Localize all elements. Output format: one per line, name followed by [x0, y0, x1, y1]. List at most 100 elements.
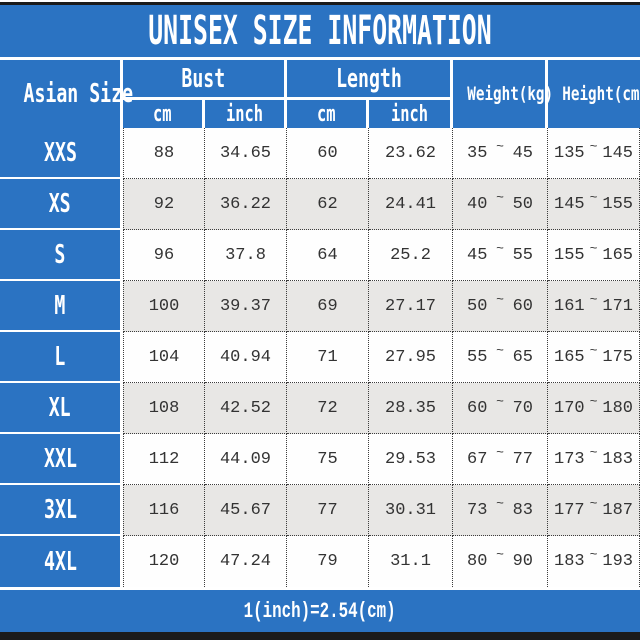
header-length: Length [287, 60, 454, 100]
range-tilde: ~ [589, 291, 598, 307]
range-tilde: ~ [496, 393, 504, 409]
size-row-4xl: 4XL 120 47.24 79 31.1 80 ~90 183 ~193 [0, 536, 640, 587]
length-inch-cell: 27.17 [369, 281, 454, 332]
range-tilde: ~ [496, 495, 504, 511]
size-row-xxl: XXL 112 44.09 75 29.53 67 ~77 173 ~183 [0, 434, 640, 485]
bust-cm-cell: 100 [123, 281, 205, 332]
height-range-cell: 155 ~165 [548, 230, 640, 281]
table-footer-gap [0, 587, 640, 590]
header-asian-size: Asian Size [0, 60, 133, 128]
size-row-l: L 104 40.94 71 27.95 55 ~65 165 ~175 [0, 332, 640, 383]
bust-cm-cell: 116 [123, 485, 205, 536]
header-weight: Weight(kg) [453, 60, 553, 128]
weight-range-cell: 80 ~90 [453, 536, 549, 587]
bust-inch-cell: 47.24 [205, 536, 287, 587]
size-label-cell: XL [0, 383, 123, 434]
top-black-bar [0, 2, 640, 5]
length-inch-cell: 27.95 [369, 332, 454, 383]
length-cm-cell: 77 [287, 485, 369, 536]
page-title: UNISEX SIZE INFORMATION [148, 8, 492, 54]
range-tilde: ~ [589, 189, 598, 205]
range-tilde: ~ [589, 240, 598, 256]
size-row-3xl: 3XL 116 45.67 77 30.31 73 ~83 177 ~187 [0, 485, 640, 536]
header-row-groups: Asian Size Bust Length Weight(kg) Height… [0, 60, 640, 128]
size-label-cell: L [0, 332, 123, 383]
length-inch-cell: 25.2 [369, 230, 454, 281]
subheader-length-cm: cm [287, 100, 369, 128]
range-tilde: ~ [589, 444, 598, 460]
length-cm-cell: 64 [287, 230, 369, 281]
bust-inch-cell: 34.65 [205, 128, 287, 179]
subheader-bust-cm: cm [123, 100, 205, 128]
bust-inch-cell: 42.52 [205, 383, 287, 434]
range-tilde: ~ [589, 138, 598, 154]
weight-range-cell: 50 ~60 [453, 281, 549, 332]
range-tilde: ~ [496, 240, 504, 256]
size-row-xxs: XXS 88 34.65 60 23.62 35 ~45 135 ~145 [0, 128, 640, 179]
bust-inch-cell: 40.94 [205, 332, 287, 383]
size-label-cell: 3XL [0, 485, 123, 536]
height-range-cell: 165 ~175 [548, 332, 640, 383]
height-range-cell: 161 ~171 [548, 281, 640, 332]
header-row-units: cm inch cm inch [0, 100, 640, 128]
length-inch-cell: 24.41 [369, 179, 454, 230]
size-label-cell: S [0, 230, 123, 281]
size-label-cell: 4XL [0, 536, 123, 587]
header-bust: Bust [123, 60, 287, 100]
range-tilde: ~ [589, 393, 598, 409]
range-tilde: ~ [496, 444, 504, 460]
size-label-cell: XXL [0, 434, 123, 485]
range-tilde: ~ [589, 495, 598, 511]
length-inch-cell: 28.35 [369, 383, 454, 434]
height-range-cell: 135 ~145 [548, 128, 640, 179]
header-height: Height(cm) [548, 60, 640, 128]
size-table: Asian Size Bust Length Weight(kg) Height… [0, 60, 640, 587]
length-cm-cell: 75 [287, 434, 369, 485]
size-label-cell: M [0, 281, 123, 332]
height-range-cell: 170 ~180 [548, 383, 640, 434]
range-tilde: ~ [496, 547, 504, 562]
title-band: UNISEX SIZE INFORMATION [0, 5, 640, 57]
bust-cm-cell: 112 [123, 434, 205, 485]
weight-range-cell: 60 ~70 [453, 383, 549, 434]
length-inch-cell: 23.62 [369, 128, 454, 179]
length-inch-cell: 30.31 [369, 485, 454, 536]
bust-inch-cell: 39.37 [205, 281, 287, 332]
subheader-bust-inch: inch [205, 100, 287, 128]
bust-inch-cell: 45.67 [205, 485, 287, 536]
height-range-cell: 183 ~193 [548, 536, 640, 587]
length-cm-cell: 71 [287, 332, 369, 383]
bust-cm-cell: 96 [123, 230, 205, 281]
bust-inch-cell: 44.09 [205, 434, 287, 485]
conversion-note: 1(inch)=2.54(cm) [243, 598, 397, 624]
weight-range-cell: 35 ~45 [453, 128, 549, 179]
title-table-gap [0, 57, 640, 60]
weight-range-cell: 45 ~55 [453, 230, 549, 281]
size-row-s: S 96 37.8 64 25.2 45 ~55 155 ~165 [0, 230, 640, 281]
range-tilde: ~ [496, 189, 504, 205]
bust-cm-cell: 92 [123, 179, 205, 230]
bust-cm-cell: 120 [123, 536, 205, 587]
bottom-black-bar [0, 632, 640, 640]
size-row-m: M 100 39.37 69 27.17 50 ~60 161 ~171 [0, 281, 640, 332]
size-label-cell: XS [0, 179, 123, 230]
length-cm-cell: 69 [287, 281, 369, 332]
weight-range-cell: 40 ~50 [453, 179, 549, 230]
bust-cm-cell: 88 [123, 128, 205, 179]
bust-cm-cell: 104 [123, 332, 205, 383]
size-row-xl: XL 108 42.52 72 28.35 60 ~70 170 ~180 [0, 383, 640, 434]
size-label-cell: XXS [0, 128, 123, 179]
bust-cm-cell: 108 [123, 383, 205, 434]
range-tilde: ~ [496, 342, 504, 358]
weight-range-cell: 67 ~77 [453, 434, 549, 485]
range-tilde: ~ [589, 342, 598, 358]
length-cm-cell: 72 [287, 383, 369, 434]
footer-band: 1(inch)=2.54(cm) [0, 590, 640, 632]
size-row-xs: XS 92 36.22 62 24.41 40 ~50 145 ~155 [0, 179, 640, 230]
top-white-strip [0, 0, 640, 2]
length-cm-cell: 60 [287, 128, 369, 179]
range-tilde: ~ [496, 291, 504, 307]
length-cm-cell: 79 [287, 536, 369, 587]
range-tilde: ~ [496, 138, 504, 154]
